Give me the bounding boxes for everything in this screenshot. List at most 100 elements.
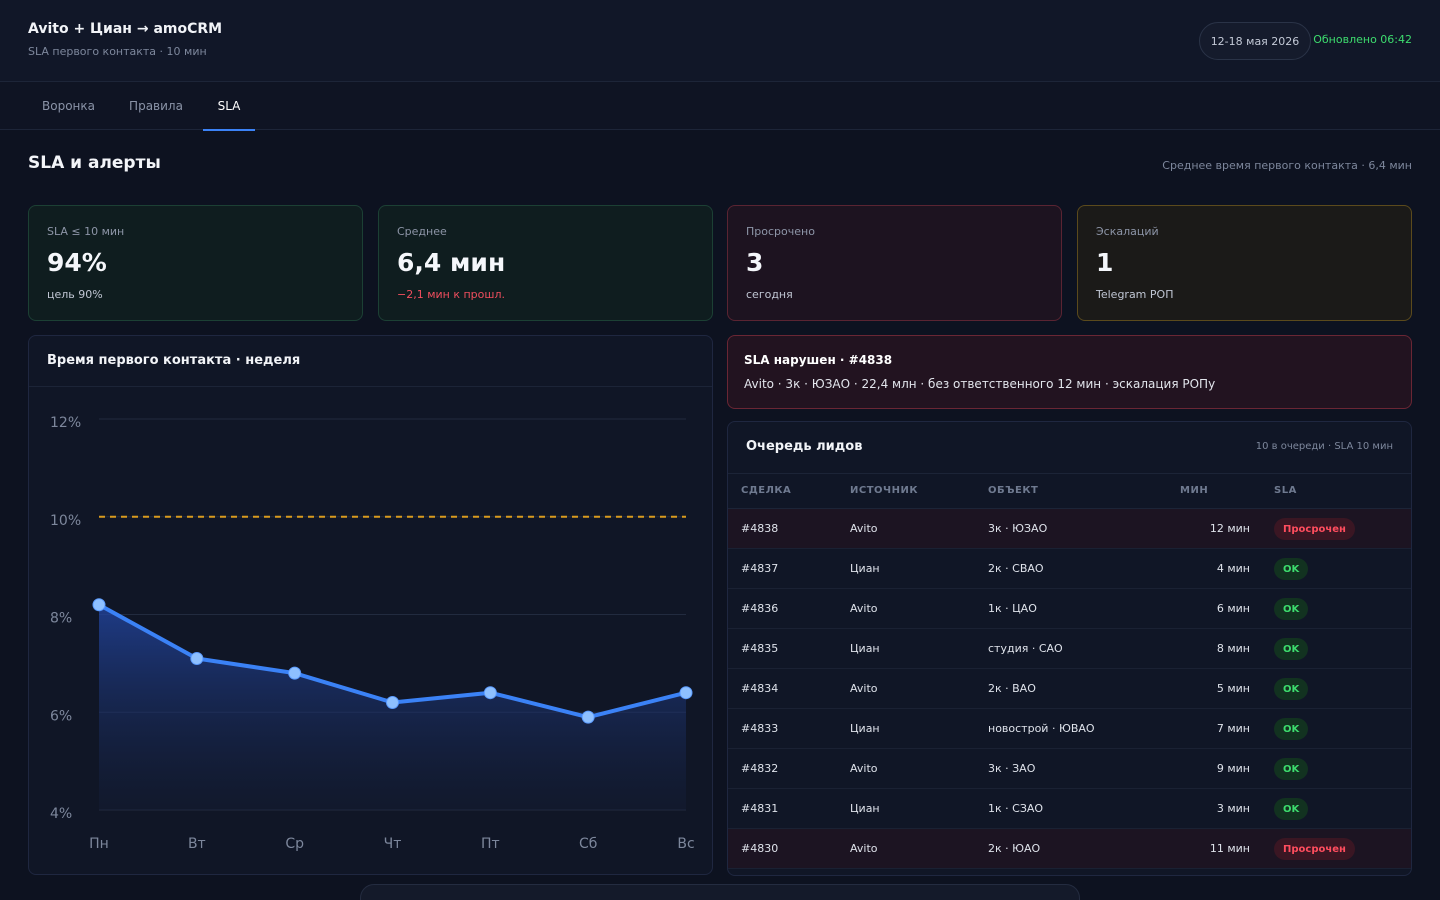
kpi-label: Среднее: [397, 225, 447, 238]
object-cell: 1к · ЦАО: [988, 602, 1037, 615]
alert-text: Avito · 3к · ЮЗАО · 22,4 млн · без ответ…: [744, 377, 1216, 391]
sla-alert-banner[interactable]: SLA нарушен · #4838 Avito · 3к · ЮЗАО · …: [727, 335, 1412, 409]
data-point: [483, 686, 497, 700]
x-tick-label: Пн: [89, 836, 109, 852]
sla-status-badge: Просрочен: [1274, 518, 1355, 540]
app-subtitle: SLA первого контакта · 10 мин: [28, 45, 207, 58]
sla-status-badge: OK: [1274, 678, 1309, 700]
kpi-overdue-card: Просрочено 3 сегодня: [727, 205, 1062, 321]
kpi-value: 1: [1096, 248, 1114, 277]
kpi-label: Просрочено: [746, 225, 815, 238]
page-title: SLA и алерты: [28, 153, 161, 173]
object-cell: 2к · СВАО: [988, 562, 1044, 575]
table-row[interactable]: #4837 Циан 2к · СВАО 4 мин OK: [728, 549, 1411, 589]
chart-panel: Время первого контакта · неделя 4% 6% 8% 10…: [28, 335, 713, 875]
sla-status-badge: OK: [1274, 638, 1309, 660]
alert-title: SLA нарушен · #4838: [744, 353, 893, 367]
object-cell: студия · САО: [988, 642, 1063, 655]
source-cell: Циан: [850, 802, 880, 815]
x-tick-label: Сб: [579, 836, 597, 852]
table-row[interactable]: #4833 Циан новострой · ЮВАО 7 мин OK: [728, 709, 1411, 749]
x-tick-label: Пт: [481, 836, 500, 852]
sla-status-badge: OK: [1274, 718, 1309, 740]
date-range-picker[interactable]: 12-18 мая 2026: [1199, 22, 1311, 60]
deal-cell: #4832: [741, 762, 779, 775]
kpi-value: 6,4 мин: [397, 248, 506, 277]
kpi-value: 94%: [47, 248, 107, 277]
queue-note: 10 в очереди · SLA 10 мин: [1255, 441, 1393, 452]
lead-queue-panel: Очередь лидов 10 в очереди · SLA 10 мин …: [727, 421, 1412, 876]
tab-bar: Воронка Правила SLA: [0, 82, 1440, 131]
deal-cell: #4834: [741, 682, 779, 695]
table-row[interactable]: #4835 Циан студия · САО 8 мин OK: [728, 629, 1411, 669]
table-row[interactable]: #4838 Avito 3к · ЮЗАО 12 мин Просрочен: [728, 509, 1411, 549]
kpi-value: 3: [746, 248, 764, 277]
table-row[interactable]: #4830 Avito 2к · ЮАО 11 мин Просрочен: [728, 829, 1411, 869]
data-point: [288, 666, 302, 680]
bottom-bar: [360, 884, 1080, 900]
data-point: [581, 710, 595, 724]
tab-funnel[interactable]: Воронка: [42, 99, 95, 113]
column-sla[interactable]: SLA: [1274, 485, 1297, 496]
column-minutes[interactable]: МИН: [1180, 485, 1209, 496]
tab-rules[interactable]: Правила: [129, 99, 183, 113]
app-header: Avito + Циан → amoCRM SLA первого контак…: [0, 0, 1440, 82]
column-object[interactable]: ОБЪЕКТ: [988, 485, 1039, 496]
column-deal[interactable]: СДЕЛКА: [741, 485, 792, 496]
minutes-cell: 5 мин: [1216, 682, 1250, 695]
updated-status: Обновлено 06:42: [1313, 33, 1412, 46]
deal-cell: #4838: [741, 522, 779, 535]
x-tick-label: Вс: [677, 836, 694, 852]
queue-title: Очередь лидов: [746, 439, 863, 454]
kpi-average-card: Среднее 6,4 мин −2,1 мин к прошл.: [378, 205, 713, 321]
y-tick-label: 6%: [50, 708, 72, 724]
data-point: [386, 695, 399, 709]
deal-cell: #4831: [741, 802, 779, 815]
kpi-sub: цель 90%: [47, 288, 103, 301]
column-source[interactable]: ИСТОЧНИК: [850, 485, 919, 496]
y-tick-label: 12%: [50, 415, 81, 431]
source-cell: Циан: [850, 722, 880, 735]
deal-cell: #4836: [741, 602, 779, 615]
source-cell: Avito: [850, 842, 878, 855]
object-cell: 3к · ЮЗАО: [988, 522, 1048, 535]
kpi-sub: Telegram РОП: [1096, 288, 1174, 301]
sla-status-badge: Просрочен: [1274, 838, 1355, 860]
source-cell: Avito: [850, 682, 878, 695]
minutes-cell: 9 мин: [1216, 762, 1250, 775]
x-tick-label: Ср: [285, 836, 304, 852]
deal-cell: #4837: [741, 562, 779, 575]
tab-sla[interactable]: SLA: [203, 82, 255, 131]
app-title: Avito + Циан → amoCRM: [28, 21, 223, 37]
table-row[interactable]: #4832 Avito 3к · ЗАО 9 мин OK: [728, 749, 1411, 789]
average-note: Среднее время первого контакта · 6,4 мин: [1162, 159, 1412, 172]
source-cell: Циан: [850, 642, 880, 655]
kpi-label: SLA ≤ 10 мин: [47, 225, 125, 238]
chart-divider: [29, 386, 712, 387]
chart-title: Время первого контакта · неделя: [47, 353, 301, 368]
minutes-cell: 4 мин: [1216, 562, 1250, 575]
table-row[interactable]: #4834 Avito 2к · ВАО 5 мин OK: [728, 669, 1411, 709]
y-tick-label: 4%: [50, 806, 72, 822]
x-tick-label: Вт: [188, 836, 206, 852]
data-point: [92, 598, 106, 612]
source-cell: Avito: [850, 522, 878, 535]
object-cell: 2к · ВАО: [988, 682, 1036, 695]
source-cell: Циан: [850, 562, 880, 575]
minutes-cell: 12 мин: [1209, 522, 1250, 535]
y-tick-label: 8%: [50, 611, 72, 627]
object-cell: 3к · ЗАО: [988, 762, 1036, 775]
kpi-sub: сегодня: [746, 288, 793, 301]
table-header: СДЕЛКА ИСТОЧНИК ОБЪЕКТ МИН SLA: [728, 473, 1411, 509]
sla-status-badge: OK: [1274, 598, 1309, 620]
line-chart: 4% 6% 8% 10% 12% Пн Вт Ср Чт Пт Сб Вс: [50, 415, 695, 852]
kpi-sub: −2,1 мин к прошл.: [397, 288, 505, 301]
table-row[interactable]: #4836 Avito 1к · ЦАО 6 мин OK: [728, 589, 1411, 629]
table-row[interactable]: #4831 Циан 1к · СЗАО 3 мин OK: [728, 789, 1411, 829]
queue-rows: #4838 Avito 3к · ЮЗАО 12 мин Просрочен #4837 Ц…: [728, 509, 1411, 869]
kpi-sla-card: SLA ≤ 10 мин 94% цель 90%: [28, 205, 363, 321]
source-cell: Avito: [850, 762, 878, 775]
minutes-cell: 3 мин: [1216, 802, 1250, 815]
deal-cell: #4830: [741, 842, 779, 855]
sla-status-badge: OK: [1274, 558, 1309, 580]
